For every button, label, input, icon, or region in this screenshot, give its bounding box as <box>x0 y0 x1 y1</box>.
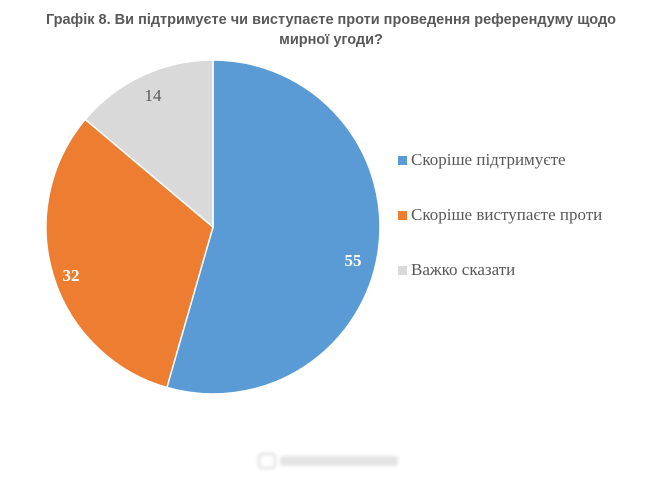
legend-item-oppose: Скоріше виступаєте проти <box>398 205 602 225</box>
watermark-logo-icon <box>258 453 276 469</box>
slice-undecided <box>84 59 214 229</box>
slice-label-oppose: 32 <box>63 266 80 285</box>
legend-swatch-undecided <box>398 265 407 275</box>
legend-item-support: Скоріше підтримуєте <box>398 150 602 170</box>
slice-label-support: 55 <box>345 251 362 270</box>
legend-swatch-support <box>398 155 407 165</box>
watermark-text <box>280 456 398 466</box>
legend-label-oppose: Скоріше виступаєте проти <box>411 205 603 224</box>
legend-swatch-oppose <box>398 210 407 220</box>
legend-label-undecided: Важко сказати <box>411 260 516 279</box>
watermark <box>258 452 398 470</box>
slice-support <box>165 59 381 395</box>
slice-label-undecided: 14 <box>145 86 163 105</box>
slice-oppose <box>45 118 214 389</box>
legend-label-support: Скоріше підтримуєте <box>411 150 566 169</box>
chart-legend: Скоріше підтримуєте Скоріше виступаєте п… <box>398 150 602 315</box>
legend-item-undecided: Важко сказати <box>398 260 602 280</box>
chart-title: Графік 8. Ви підтримуєте чи виступаєте п… <box>45 12 617 48</box>
